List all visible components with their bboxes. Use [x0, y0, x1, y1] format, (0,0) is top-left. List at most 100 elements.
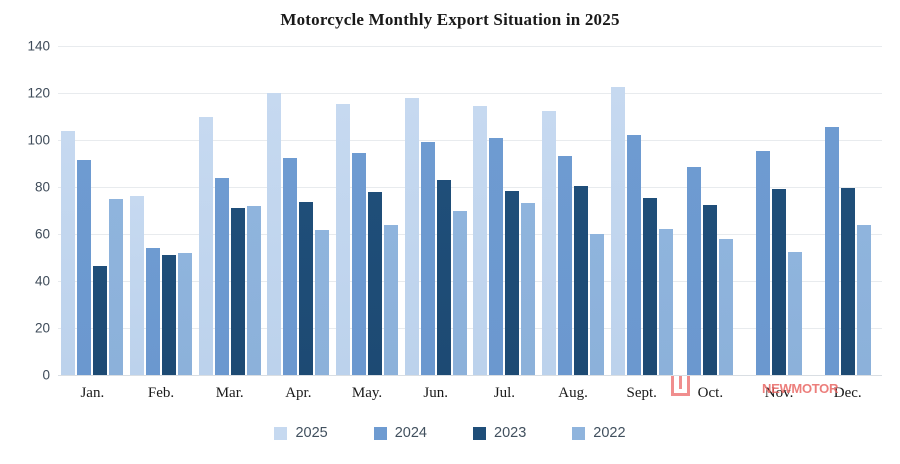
legend-label: 2022 — [593, 425, 626, 441]
y-axis-tick-label: 80 — [34, 179, 50, 195]
bar[interactable] — [452, 210, 467, 375]
bar[interactable] — [77, 159, 92, 375]
bar[interactable] — [404, 97, 419, 375]
y-axis-tick-label: 60 — [34, 226, 50, 242]
x-axis-tick-label: Jan. — [80, 385, 105, 401]
legend-label: 2023 — [494, 425, 527, 441]
legend-swatch-icon — [572, 426, 586, 440]
gridline — [58, 46, 882, 47]
x-axis-tick-label: Mar. — [215, 385, 244, 401]
bar[interactable] — [590, 234, 605, 375]
x-axis-tick-label: Nov. — [764, 385, 794, 401]
legend-swatch-icon — [274, 426, 288, 440]
bar-group — [813, 46, 882, 375]
bar[interactable] — [198, 116, 213, 375]
bar-group — [745, 46, 814, 375]
bar-group — [58, 46, 127, 375]
bar[interactable] — [436, 179, 451, 375]
x-axis-tick-label: Apr. — [285, 385, 312, 401]
bar-group — [127, 46, 196, 375]
y-axis-tick-label: 20 — [34, 320, 50, 336]
x-axis-tick-label: Sept. — [626, 385, 657, 401]
bar[interactable] — [824, 127, 839, 375]
x-axis-tick-label: Aug. — [558, 385, 588, 401]
gridline — [58, 140, 882, 141]
bar[interactable] — [246, 205, 261, 375]
bar[interactable] — [130, 196, 144, 375]
x-axis-tick-label: Dec. — [833, 385, 862, 401]
bar[interactable] — [489, 137, 504, 375]
bar-group — [333, 46, 402, 375]
bar[interactable] — [703, 204, 718, 375]
y-axis-tick-label: 140 — [27, 38, 50, 54]
bar-group — [195, 46, 264, 375]
bar[interactable] — [368, 191, 383, 375]
bar-group — [676, 46, 745, 375]
bar[interactable] — [267, 93, 282, 375]
legend-item-2022[interactable]: 2022 — [572, 425, 626, 441]
bar[interactable] — [574, 185, 589, 375]
gridline — [58, 281, 882, 282]
bar[interactable] — [756, 150, 771, 375]
bar[interactable] — [61, 130, 76, 375]
legend-label: 2024 — [394, 425, 427, 441]
axis-baseline — [58, 375, 882, 376]
bar[interactable] — [658, 229, 673, 375]
bar[interactable] — [384, 224, 399, 375]
bar[interactable] — [772, 189, 787, 375]
legend-label: 2025 — [295, 425, 328, 441]
gridline — [58, 93, 882, 94]
legend-item-2023[interactable]: 2023 — [473, 425, 526, 441]
bar[interactable] — [558, 156, 573, 375]
bar[interactable] — [162, 255, 176, 375]
legend-item-2024[interactable]: 2024 — [373, 425, 427, 441]
x-axis-tick-label: Jun. — [423, 385, 448, 401]
bar[interactable] — [299, 202, 314, 375]
gridline — [58, 187, 882, 188]
bar[interactable] — [230, 208, 245, 375]
legend-swatch-icon — [373, 426, 387, 440]
bar-group — [470, 46, 539, 375]
gridlines — [58, 46, 882, 376]
x-axis-tick-label: Oct. — [697, 385, 724, 401]
watermark-logo-icon — [671, 376, 690, 396]
bar[interactable] — [505, 190, 520, 375]
bar[interactable] — [336, 103, 351, 375]
watermark-text: NEWMOTOR — [762, 381, 839, 396]
bar[interactable] — [352, 152, 367, 375]
bar[interactable] — [840, 188, 855, 375]
bar[interactable] — [283, 157, 298, 375]
bar-group — [401, 46, 470, 375]
bar[interactable] — [473, 105, 488, 375]
y-axis-labels: 140 120 100 80 60 40 20 0 — [0, 39, 50, 383]
bar[interactable] — [610, 87, 625, 375]
bar[interactable] — [315, 230, 330, 375]
legend-swatch-icon — [473, 426, 486, 440]
gridline — [58, 234, 882, 235]
bar[interactable] — [719, 238, 734, 375]
bar-group — [264, 46, 333, 375]
bar[interactable] — [420, 142, 435, 375]
chart-legend: 2025 2024 2023 2022 — [0, 425, 900, 441]
y-axis-tick-label: 100 — [27, 132, 50, 148]
bar[interactable] — [93, 265, 108, 375]
bar[interactable] — [642, 197, 657, 375]
bar[interactable] — [178, 252, 192, 375]
bar[interactable] — [521, 203, 536, 375]
bar[interactable] — [214, 177, 229, 375]
x-axis-tick-label: Jul. — [493, 385, 515, 401]
bar[interactable] — [109, 198, 124, 375]
x-axis-tick-label: May. — [351, 385, 383, 401]
bar[interactable] — [788, 251, 803, 375]
bar[interactable] — [856, 224, 871, 375]
bar[interactable] — [687, 167, 702, 375]
y-axis-tick-label: 0 — [42, 367, 50, 383]
gridline — [58, 328, 882, 329]
x-axis-tick-label: Feb. — [147, 385, 175, 401]
bar-groups — [58, 46, 882, 375]
bar[interactable] — [542, 110, 557, 375]
y-axis-tick-label: 120 — [27, 85, 50, 101]
bar[interactable] — [146, 248, 160, 375]
legend-item-2025[interactable]: 2025 — [274, 425, 328, 441]
bar[interactable] — [626, 135, 641, 375]
